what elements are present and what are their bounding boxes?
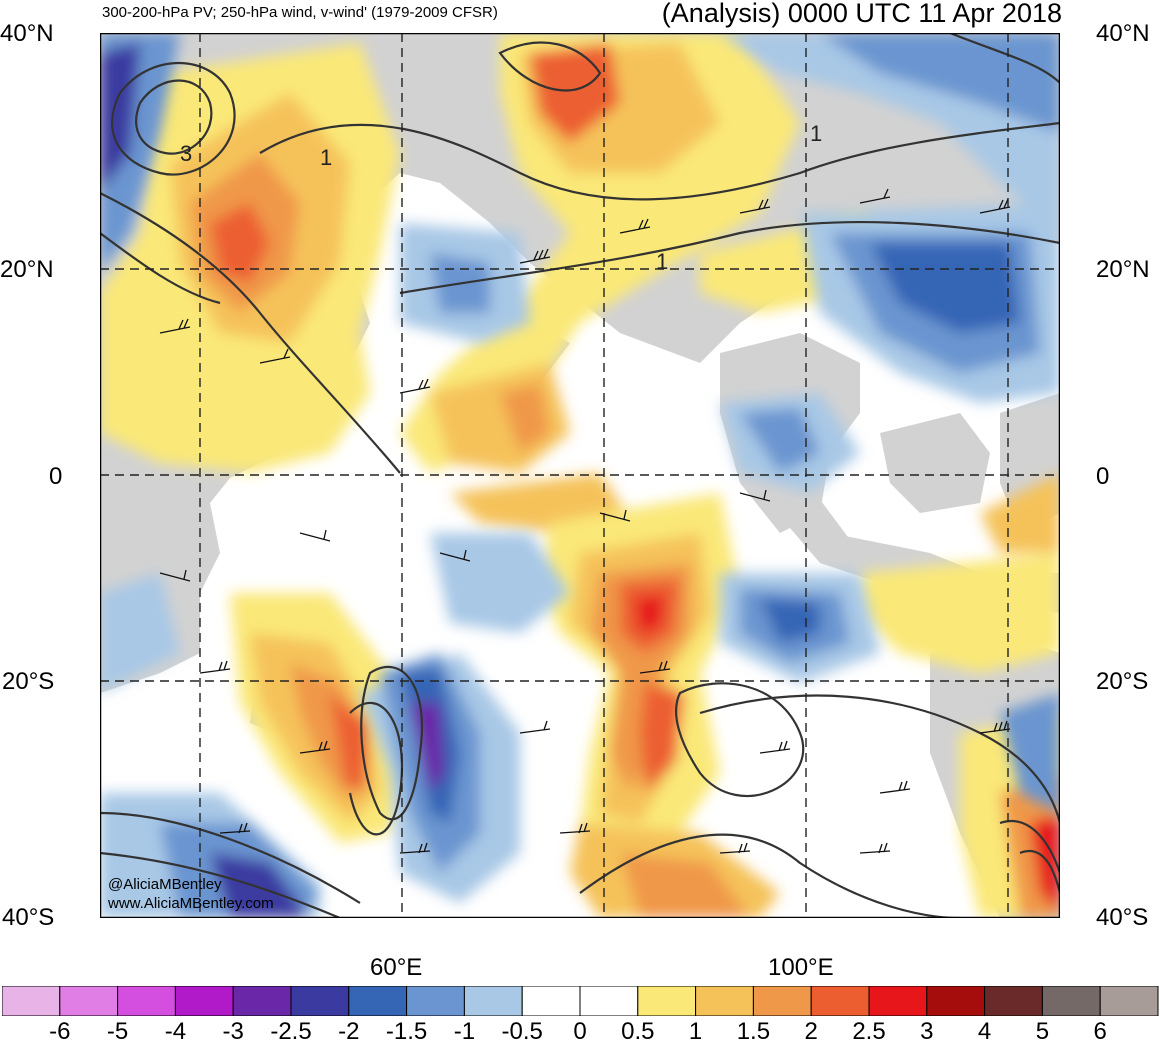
- contour-label-1b: 1: [656, 249, 668, 274]
- lat-label-20s-right: 20°S: [1096, 668, 1149, 695]
- colorbar-cell: [2, 986, 61, 1016]
- colorbar-tick-label: -5: [106, 1018, 129, 1045]
- colorbar-tick-label: -1.5: [385, 1018, 428, 1045]
- colorbar-tick-label: 2.5: [852, 1018, 886, 1045]
- lon-label-100e: 100°E: [768, 954, 834, 981]
- colorbar-cell: [348, 986, 408, 1016]
- grid-lines: [100, 33, 1060, 918]
- colorbar-tick-label: -6: [49, 1018, 71, 1045]
- colorbar-tick-label: 4: [977, 1018, 992, 1045]
- colorbar-cell: [752, 986, 812, 1016]
- lat-label-40s-left: 40°S: [2, 904, 55, 931]
- colorbar-tick-label: 1: [688, 1018, 703, 1045]
- colorbar-cell: [868, 986, 928, 1016]
- colorbar-cell: [695, 986, 754, 1016]
- contour-label-1a: 1: [320, 145, 332, 170]
- lon-label-60e: 60°E: [370, 954, 423, 981]
- lat-label-eq-right: 0: [1096, 463, 1110, 490]
- colorbar-tick-label: 0.5: [621, 1018, 655, 1045]
- borneo: [880, 413, 990, 513]
- lat-label-40n-right: 40°N: [1096, 20, 1150, 47]
- credit-website: www.AliciaMBentley.com: [108, 895, 274, 912]
- colorbar-cell: [232, 986, 292, 1016]
- colorbar-tick-label: 3: [920, 1018, 934, 1045]
- colorbar-cell: [1099, 986, 1159, 1016]
- map-title-left: 300-200-hPa PV; 250-hPa wind, v-wind' (1…: [102, 4, 498, 21]
- colorbar-tick-label: -3: [222, 1018, 244, 1045]
- colorbar-cell: [637, 986, 697, 1016]
- wind-barbs: [159, 188, 1011, 854]
- colorbar-cell: [1041, 986, 1101, 1016]
- colorbar-cell: [463, 986, 523, 1016]
- colorbar-tick-label: 0: [573, 1018, 587, 1045]
- lat-label-20n-left: 20°N: [0, 256, 54, 283]
- lat-label-20s-left: 20°S: [2, 668, 55, 695]
- colorbar-tick-label: 1.5: [736, 1018, 771, 1045]
- lat-label-40n-left: 40°N: [0, 20, 54, 47]
- positive-anomalies: [100, 33, 1060, 918]
- lat-label-20n-right: 20°N: [1096, 256, 1150, 283]
- colorbar-cell: [579, 986, 639, 1016]
- colorbar-tick-label: -4: [164, 1018, 187, 1045]
- colorbar-cell: [174, 986, 234, 1016]
- colorbar-cell: [810, 986, 870, 1016]
- pv-map: 3 1 1 1: [100, 33, 1060, 918]
- colorbar-cell: [521, 986, 581, 1016]
- contour-label-1c: 1: [810, 121, 822, 146]
- colorbar-tick-label: -2: [338, 1018, 360, 1045]
- colorbar-cell: [926, 986, 986, 1016]
- lat-label-eq-left: 0: [49, 463, 63, 490]
- colorbar-cell: [290, 986, 350, 1016]
- colorbar-tick-label: -1: [453, 1018, 476, 1045]
- colorbar-cell: [117, 986, 176, 1016]
- colorbar-tick-label: 5: [1035, 1018, 1050, 1045]
- contour-label-3: 3: [180, 141, 192, 166]
- colorbar-cell: [984, 986, 1043, 1016]
- colorbar-tick-label: 2: [804, 1018, 818, 1045]
- colorbar-cell: [59, 986, 119, 1016]
- colorbar-tick-label: 6: [1093, 1018, 1107, 1045]
- colorbar-cell: [406, 986, 465, 1016]
- map-title-right: (Analysis) 0000 UTC 11 Apr 2018: [661, 0, 1062, 28]
- colorbar: [2, 986, 1159, 1016]
- colorbar-tick-label: -2.5: [270, 1018, 312, 1045]
- lat-label-40s-right: 40°S: [1096, 904, 1149, 931]
- map-frame: [100, 33, 1060, 918]
- credit-handle: @AliciaMBentley: [108, 876, 222, 893]
- colorbar-tick-label: -0.5: [501, 1018, 543, 1045]
